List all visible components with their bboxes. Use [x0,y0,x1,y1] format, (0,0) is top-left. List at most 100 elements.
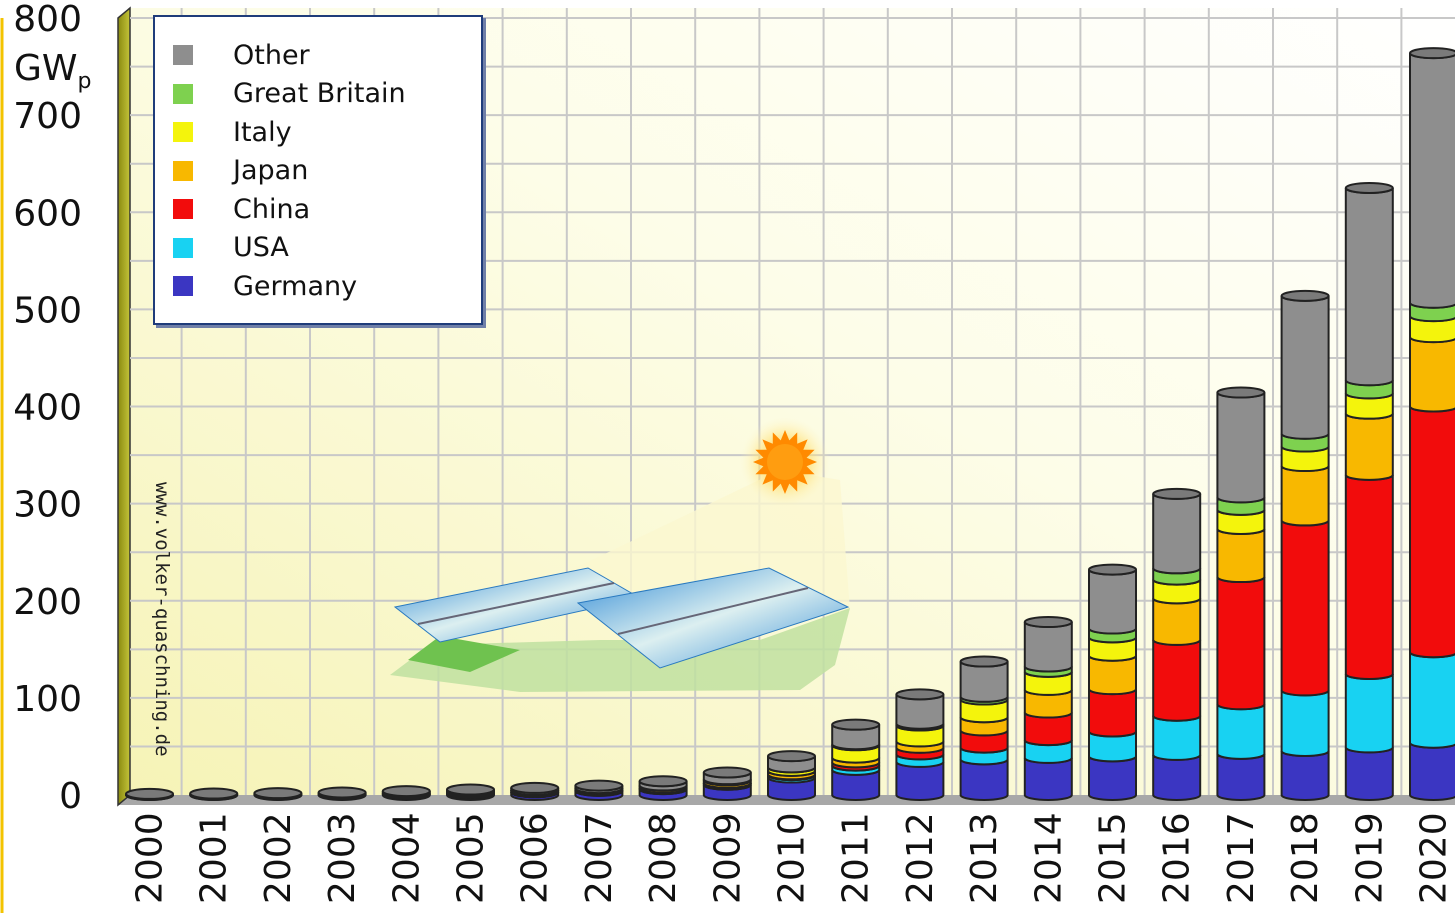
bar-stack [1023,616,1073,801]
bar-top-cap [1152,487,1202,500]
bar-segment [1409,336,1455,413]
bar-segment [1216,528,1266,584]
bar-segment [1344,187,1394,387]
bar-segment [1088,688,1137,738]
legend-item: USA [173,232,289,264]
x-tick-label: 2014 [1028,812,1069,904]
bar-segment [1152,597,1202,646]
bar-stack [317,786,367,801]
bar-top-cap [831,718,881,731]
bar-segment [1216,576,1266,711]
x-tick-label: 2007 [579,812,620,904]
bar-top-cap [253,787,303,800]
bar-segment [1152,754,1202,801]
x-tick-label: 2005 [451,812,492,904]
x-tick-label: 2010 [772,812,813,904]
x-tick-label: 2003 [322,812,363,904]
legend-label: USA [233,232,289,263]
bar-segment [1152,639,1202,722]
bar-segment [1344,474,1394,680]
bar-segment [1088,569,1137,635]
bar-stack [1152,487,1202,801]
x-tick-label: 2017 [1221,812,1262,904]
legend-label: Italy [233,116,292,148]
bar-segment [1216,753,1266,801]
grass-ground [390,608,850,692]
bar-stack [638,775,688,801]
x-tick-label: 2006 [515,812,556,904]
x-tick-label: 2013 [964,812,1005,904]
y-tick-label: 600 [13,193,82,234]
legend-label: China [233,193,311,225]
bar-stack [381,785,431,801]
bar-top-cap [895,688,945,701]
bar-stack [767,750,816,801]
bar-top-cap [510,781,560,794]
bar-top-cap [1280,289,1330,302]
bar-segment [1152,493,1202,575]
legend-item: China [173,193,310,225]
legend-item: Germany [173,270,357,302]
bar-top-cap [1023,616,1073,629]
bar-segment [1409,651,1455,749]
legend-item: Other [173,39,310,71]
x-tick-label: 2016 [1157,812,1198,904]
legend: Other Great Britain Italy Japan China USA Germ… [153,15,483,325]
bar-segment [1409,406,1455,659]
bar-segment [1088,755,1137,801]
bar-segment [959,661,1009,703]
bar-top-cap [638,775,688,788]
bar-stack [1216,386,1266,801]
bar-stack [253,787,303,801]
y-tick-label: 800 [13,0,82,40]
panel-frame-line [617,587,809,635]
y-tick-label: 500 [13,290,82,331]
panel-frame-line [417,582,615,625]
x-tick-label: 2008 [643,812,684,904]
grass-patch [408,636,520,672]
bar-stack [510,781,560,801]
bar-stack [895,688,945,801]
legend-swatch [173,199,193,219]
bar-segment [1344,673,1394,754]
bar-top-cap [381,785,431,798]
bar-stack [1344,181,1394,801]
x-tick-label: 2015 [1093,812,1134,904]
bar-segment [1280,295,1330,440]
x-tick-label: 2009 [707,812,748,904]
bar-stack [959,655,1009,801]
bar-top-cap [1344,181,1394,194]
bar-stack [1088,563,1137,801]
bar-segment [1280,520,1330,697]
bar-top-cap [702,766,752,779]
bar-stack [574,779,624,801]
bar-top-cap [1088,563,1137,576]
legend-label: Germany [233,270,358,302]
bar-segment [959,759,1009,801]
bar-segment [1023,757,1073,801]
bar-top-cap [189,787,239,800]
bar-segment [1280,465,1330,527]
legend-swatch [173,45,193,65]
bar-top-cap [1216,386,1266,399]
x-tick-label: 2020 [1414,812,1455,904]
y-tick-label: 0 [59,776,82,817]
x-tick-label: 2011 [836,812,877,904]
bar-top-cap [446,783,495,796]
bar-stack [1409,47,1455,801]
plot-left-wall [117,6,131,807]
legend-swatch [173,276,193,296]
x-tick-label: 2012 [900,812,941,904]
bar-segment [1344,747,1394,801]
legend-swatch [173,237,193,258]
y-tick-label: 400 [13,388,82,429]
bar-top-cap [125,787,174,800]
bar-segment [1409,52,1455,309]
x-tick-label: 2019 [1349,812,1390,904]
bar-segment [1409,742,1455,801]
legend-label: Great Britain [233,78,406,109]
x-tick-label: 2001 [194,812,235,904]
legend-label: Japan [233,155,309,186]
